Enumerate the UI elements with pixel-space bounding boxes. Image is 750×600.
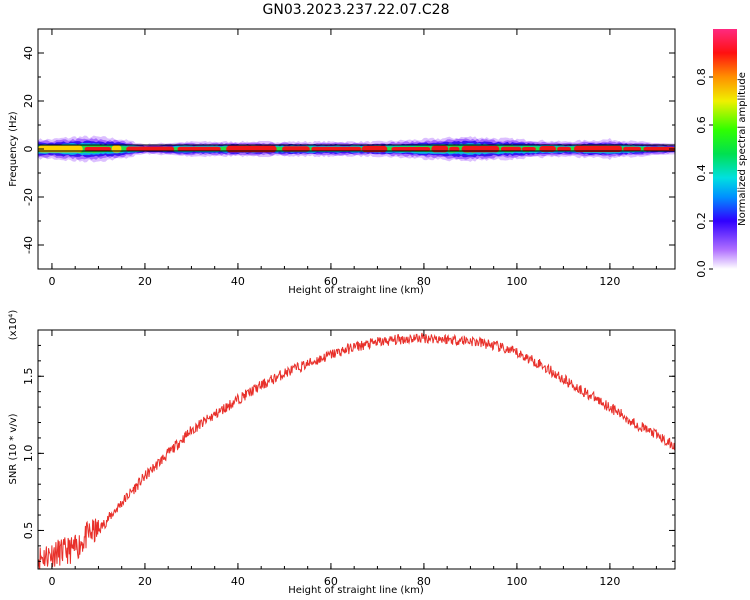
band-core (643, 146, 675, 152)
y-tick-label: -40 (22, 236, 35, 254)
colorbar-label: Normalized spectral amplitude (737, 72, 748, 226)
snr-y-ticks: 0.5 1.0 1.5 (22, 329, 675, 562)
band-core (282, 146, 310, 152)
snr-multiplier: (x10⁴) (8, 310, 19, 341)
spectrogram-x-ticks: 0 20 40 60 80 100 120 (48, 29, 657, 288)
snr-panel: 0 20 40 60 80 100 120 0.5 1.0 1.5 Height of stra… (8, 310, 676, 596)
band-core (391, 147, 431, 151)
spectral-band (38, 135, 675, 163)
y-tick-label: 1.0 (22, 445, 35, 463)
x-tick-label: 60 (324, 275, 338, 288)
snr-y-label: SNR (10 * v/v) (8, 413, 19, 484)
colorbar-ticks: 0.0 0.2 0.4 0.6 0.8 (695, 68, 713, 278)
band-core (177, 146, 221, 152)
x-tick-label: 0 (48, 275, 55, 288)
x-tick-label: 40 (231, 575, 245, 588)
y-tick-label: 0.5 (22, 522, 35, 540)
snr-x-label: Height of straight line (km) (288, 585, 424, 596)
y-tick-label: 40 (22, 46, 35, 60)
spectrogram-y-ticks: 40 20 0 -20 -40 (22, 28, 675, 270)
colorbar: 0.0 0.2 0.4 0.6 0.8 Normalized spectral ampl… (695, 29, 748, 278)
y-tick-label: -20 (22, 188, 35, 206)
x-tick-label: 120 (599, 575, 620, 588)
x-tick-label: 40 (231, 275, 245, 288)
snr-line (38, 332, 675, 569)
x-tick-label: 0 (48, 575, 55, 588)
x-tick-label: 20 (138, 275, 152, 288)
band-core (500, 146, 522, 152)
band-core (311, 146, 362, 152)
spectrogram-x-label: Height of straight line (km) (288, 285, 424, 296)
x-tick-label: 80 (417, 575, 431, 588)
band-core (449, 146, 460, 152)
band-core (539, 146, 556, 152)
figure-title: GN03.2023.237.22.07.C28 (263, 2, 450, 18)
colorbar-tick-label: 0.0 (695, 260, 708, 278)
band-core (623, 146, 642, 152)
band-core (521, 147, 536, 151)
colorbar-tick-label: 0.4 (695, 164, 708, 182)
snr-x-ticks: 0 20 40 60 80 100 120 (48, 330, 657, 588)
y-tick-label: 0 (22, 146, 35, 153)
band-core (126, 146, 175, 152)
spectrogram-y-label: Frequency (Hz) (8, 111, 19, 187)
snr-series (38, 332, 675, 569)
y-tick-label: 1.5 (22, 368, 35, 386)
spectrogram-panel: 0 20 40 60 80 100 120 40 20 0 -20 -40 Height of st… (8, 28, 676, 296)
colorbar-scale (713, 29, 737, 269)
x-tick-label: 80 (417, 275, 431, 288)
band-core (84, 146, 112, 152)
y-tick-label: 20 (22, 94, 35, 108)
band-core (557, 146, 572, 152)
x-tick-label: 100 (506, 575, 527, 588)
x-tick-label: 20 (138, 575, 152, 588)
x-tick-label: 60 (324, 575, 338, 588)
snr-frame (37, 329, 676, 570)
colorbar-tick-label: 0.6 (695, 116, 708, 134)
x-tick-label: 120 (599, 275, 620, 288)
colorbar-tick-label: 0.8 (695, 68, 708, 86)
x-tick-label: 100 (506, 275, 527, 288)
colorbar-tick-label: 0.2 (695, 212, 708, 230)
